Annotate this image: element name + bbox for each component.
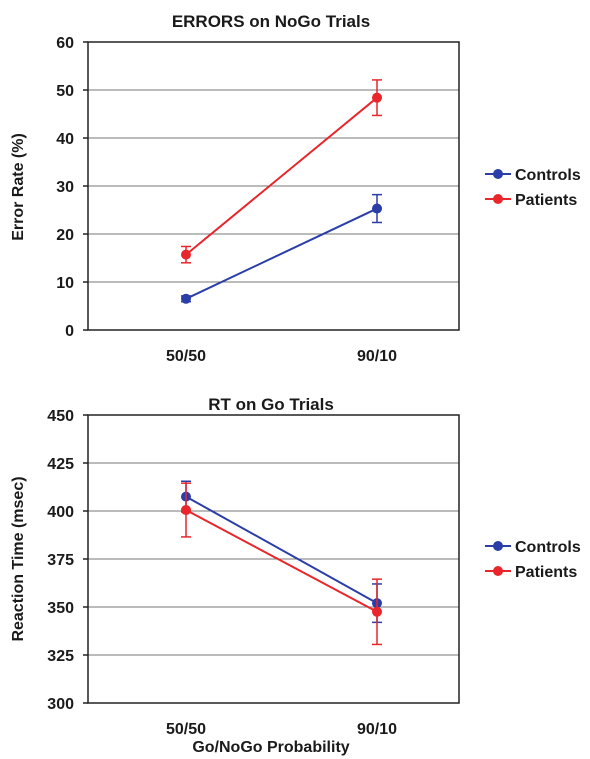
x-axis-label: Go/NoGo Probability bbox=[192, 739, 349, 756]
legend-label: Patients bbox=[515, 192, 577, 209]
x-ticks: 50/50 90/10 bbox=[166, 348, 397, 365]
chart-title: ERRORS on NoGo Trials bbox=[172, 12, 370, 31]
y-tick-label: 0 bbox=[65, 323, 74, 340]
legend-label: Patients bbox=[515, 564, 577, 581]
x-tick-label: 90/10 bbox=[357, 348, 397, 365]
series-line bbox=[185, 207, 378, 300]
data-point bbox=[181, 293, 191, 304]
data-point bbox=[181, 249, 191, 260]
errors-chart: ERRORS on NoGo Trials Error Rate (%) 0 10… bbox=[10, 12, 581, 365]
x-tick-label: 90/10 bbox=[357, 721, 397, 738]
legend-label: Controls bbox=[515, 167, 581, 184]
y-ticks: 300 325 350 375 400 425 450 bbox=[47, 408, 88, 713]
y-axis-label: Reaction Time (msec) bbox=[10, 476, 27, 641]
series-line bbox=[185, 495, 378, 605]
legend: Controls Patients bbox=[485, 539, 581, 581]
gridlines bbox=[88, 462, 459, 656]
data-point bbox=[372, 606, 382, 617]
y-tick-label: 50 bbox=[56, 83, 74, 100]
y-tick-label: 325 bbox=[47, 648, 74, 665]
data-point bbox=[372, 203, 382, 214]
y-tick-label: 30 bbox=[56, 179, 74, 196]
y-tick-label: 375 bbox=[47, 552, 74, 569]
legend-label: Controls bbox=[515, 539, 581, 556]
legend-marker bbox=[493, 566, 503, 576]
x-tick-label: 50/50 bbox=[166, 348, 206, 365]
y-tick-label: 400 bbox=[47, 504, 74, 521]
y-tick-label: 425 bbox=[47, 456, 74, 473]
chart-title: RT on Go Trials bbox=[208, 395, 334, 414]
y-tick-label: 300 bbox=[47, 696, 74, 713]
data-series bbox=[181, 79, 382, 304]
legend: Controls Patients bbox=[485, 167, 581, 209]
y-tick-label: 60 bbox=[56, 35, 74, 52]
y-tick-label: 40 bbox=[56, 131, 74, 148]
x-tick-label: 50/50 bbox=[166, 721, 206, 738]
y-tick-label: 450 bbox=[47, 408, 74, 425]
data-point bbox=[372, 92, 382, 103]
gridlines bbox=[88, 89, 459, 283]
data-point bbox=[181, 505, 191, 516]
rt-chart: RT on Go Trials Reaction Time (msec) Go/… bbox=[10, 395, 581, 756]
series-controls bbox=[181, 193, 382, 304]
legend-marker bbox=[493, 169, 503, 179]
y-tick-label: 350 bbox=[47, 600, 74, 617]
y-axis-label: Error Rate (%) bbox=[10, 133, 27, 241]
x-ticks: 50/50 90/10 bbox=[166, 721, 397, 738]
legend-marker bbox=[493, 541, 503, 551]
series-controls bbox=[181, 480, 382, 624]
legend-marker bbox=[493, 194, 503, 204]
series-line bbox=[185, 509, 378, 613]
y-tick-label: 10 bbox=[56, 275, 74, 292]
y-tick-label: 20 bbox=[56, 227, 74, 244]
series-patients bbox=[181, 482, 382, 646]
series-line bbox=[185, 96, 378, 256]
y-ticks: 0 10 20 30 40 50 60 bbox=[56, 35, 88, 340]
series-patients bbox=[181, 79, 382, 264]
data-series bbox=[181, 480, 382, 646]
